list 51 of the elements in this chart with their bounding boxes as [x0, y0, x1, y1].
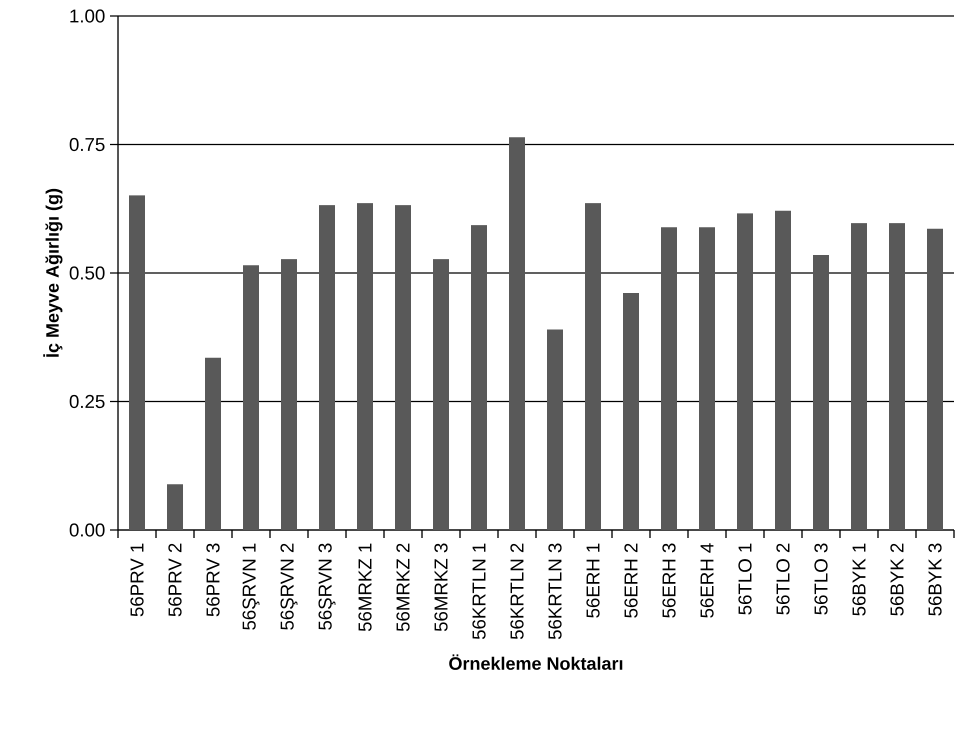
y-tick-label: 0.25 [70, 394, 105, 408]
bar [281, 259, 298, 530]
bar [433, 259, 449, 530]
x-tick-label: 56ERH 4 [700, 543, 714, 618]
x-tick-label: 56TLO 2 [776, 544, 790, 615]
x-tick-label: 56TLO 1 [738, 544, 752, 615]
x-tick-label: 56BYK 1 [852, 544, 866, 616]
bar [888, 223, 905, 530]
bar [319, 205, 336, 530]
x-tick-label: 56PRV 1 [130, 544, 144, 616]
bar [699, 227, 715, 530]
x-tick-label: 56ERH 2 [624, 544, 638, 618]
x-tick-label: 56TLO 3 [814, 544, 828, 615]
bar [623, 293, 639, 530]
x-tick-label: 56BYK 3 [928, 544, 942, 616]
bar [205, 358, 221, 530]
bar [813, 255, 829, 530]
bar [547, 330, 564, 530]
y-tick-label: 0.50 [70, 266, 105, 280]
x-tick-label: 56KRTLN 1 [472, 544, 486, 640]
bar [851, 223, 867, 530]
bar [129, 195, 146, 530]
bar [661, 227, 677, 530]
y-axis-title: İç Meyve Ağırlığı (g) [43, 188, 62, 357]
x-tick-label: 56ŞRVN 2 [280, 544, 298, 630]
bar [927, 228, 943, 530]
bar [471, 225, 487, 530]
bar [395, 205, 411, 530]
bar [167, 484, 184, 530]
x-tick-label: 56MRKZ 2 [396, 544, 410, 632]
x-tick-label: 56KRTLN 3 [548, 544, 562, 640]
x-tick-label: 56ERH 3 [662, 544, 676, 618]
x-tick-label: 56PRV 2 [168, 544, 182, 616]
x-tick-label: 56KRTLN 2 [510, 544, 524, 640]
bar [737, 213, 753, 530]
x-tick-label: 56ERH 1 [586, 544, 600, 618]
bar [585, 203, 601, 530]
bar [357, 203, 374, 530]
bar [509, 137, 525, 530]
y-tick-label: 1.00 [70, 9, 105, 23]
bar [775, 210, 791, 530]
bar [243, 265, 260, 530]
x-tick-label: 56ŞRVN 3 [318, 544, 336, 630]
x-axis-title: Örnekleme Noktaları [449, 654, 622, 670]
x-tick-label: 56MRKZ 1 [358, 544, 372, 632]
x-tick-label: 56BYK 2 [890, 544, 904, 616]
x-tick-label: 56ŞRVN 1 [242, 544, 260, 630]
x-tick-label: 56PRV 3 [206, 544, 220, 616]
y-tick-label: 0.00 [70, 523, 105, 537]
y-tick-label: 0.75 [70, 138, 105, 152]
x-tick-label: 56MRKZ 3 [434, 544, 448, 632]
